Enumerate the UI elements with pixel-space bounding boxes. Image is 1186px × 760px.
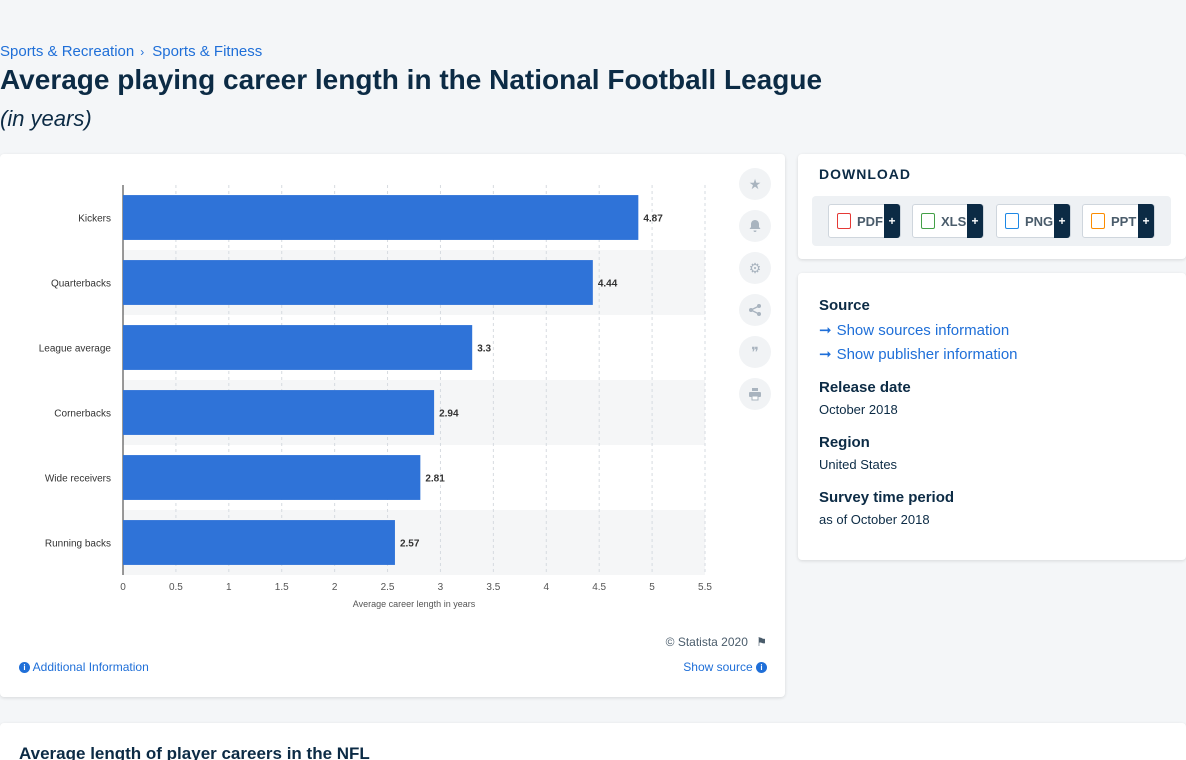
- data-label: 4.87: [643, 214, 663, 225]
- bar: [123, 325, 473, 370]
- data-label: 2.94: [439, 409, 459, 420]
- show-sources-link[interactable]: ➞ Show sources information: [819, 321, 1009, 339]
- category-label: Quarterbacks: [51, 279, 111, 290]
- plus-icon[interactable]: +: [1054, 204, 1070, 238]
- download-xls-button[interactable]: XLS +: [912, 204, 984, 238]
- category-label: League average: [39, 344, 112, 355]
- print-icon[interactable]: [739, 378, 771, 410]
- show-sources-label: Show sources information: [836, 322, 1010, 339]
- x-tick-label: 2: [332, 582, 338, 593]
- plus-icon[interactable]: +: [1138, 204, 1154, 238]
- breadcrumb-sports-recreation[interactable]: Sports & Recreation: [0, 43, 135, 60]
- bar-chart: Kickers 4.87 Quarterbacks 4.44 League averag…: [39, 185, 712, 609]
- survey-period-value: as of October 2018: [819, 512, 930, 527]
- bar: [123, 455, 421, 500]
- arrow-right-icon: ➞: [819, 346, 832, 363]
- chart-card: Kickers 4.87 Quarterbacks 4.44 League averag…: [0, 154, 785, 697]
- additional-information-link[interactable]: i Additional Information: [19, 660, 149, 674]
- release-date-heading: Release date: [819, 379, 911, 396]
- survey-period-heading: Survey time period: [819, 489, 955, 506]
- x-tick-label: 4.5: [592, 582, 606, 593]
- bell-icon[interactable]: [739, 210, 771, 242]
- download-pdf-label: PDF: [857, 213, 883, 229]
- download-pdf-button[interactable]: PDF +: [828, 204, 901, 238]
- page-subtitle: (in years): [0, 106, 92, 131]
- x-tick-label: 5: [649, 582, 655, 593]
- download-ppt-button[interactable]: PPT +: [1082, 204, 1155, 238]
- x-tick-label: 2.5: [381, 582, 395, 593]
- region-value: United States: [819, 457, 898, 472]
- arrow-right-icon: ➞: [819, 322, 832, 339]
- chart-toolbar: ★ ⚙ ❞: [739, 168, 771, 420]
- additional-information-label: Additional Information: [32, 660, 149, 674]
- pdf-file-icon: [837, 213, 851, 229]
- plus-icon[interactable]: +: [967, 204, 983, 238]
- chevron-right-icon: ›: [140, 44, 145, 59]
- bar: [123, 390, 435, 435]
- x-tick-label: 1: [226, 582, 232, 593]
- category-label: Kickers: [78, 214, 111, 225]
- share-icon[interactable]: [739, 294, 771, 326]
- data-label: 2.81: [425, 474, 445, 485]
- breadcrumb-sports-fitness[interactable]: Sports & Fitness: [152, 43, 263, 60]
- download-png-label: PNG: [1025, 213, 1054, 229]
- x-tick-label: 3.5: [486, 582, 500, 593]
- data-label: 3.3: [477, 344, 491, 355]
- description-card: Average length of player careers in the …: [0, 723, 1186, 760]
- release-date-value: October 2018: [819, 402, 898, 417]
- bar: [123, 260, 593, 305]
- info-icon: i: [19, 662, 30, 674]
- description-title: Average length of player careers in the …: [19, 744, 370, 760]
- flag-icon[interactable]: ⚑: [756, 635, 767, 649]
- category-label: Cornerbacks: [54, 409, 111, 420]
- png-file-icon: [1005, 213, 1019, 229]
- plus-icon[interactable]: +: [884, 204, 900, 238]
- category-label: Wide receivers: [45, 474, 111, 485]
- bar: [123, 520, 395, 565]
- region-heading: Region: [819, 434, 870, 451]
- x-tick-label: 3: [438, 582, 444, 593]
- show-publisher-link[interactable]: ➞ Show publisher information: [819, 345, 1018, 363]
- x-tick-label: 5.5: [698, 582, 712, 593]
- download-png-button[interactable]: PNG +: [996, 204, 1071, 238]
- bar: [123, 195, 639, 240]
- x-tick-label: 0: [120, 582, 126, 593]
- show-source-link[interactable]: Show source i: [683, 660, 767, 674]
- x-tick-label: 4: [543, 582, 549, 593]
- show-publisher-label: Show publisher information: [836, 346, 1018, 363]
- page-title: Average playing career length in the Nat…: [0, 64, 823, 95]
- download-xls-label: XLS: [941, 213, 967, 229]
- x-axis-label: Average career length in years: [353, 599, 476, 609]
- statistic-details-card: Source ➞ Show sources information ➞ Show p…: [798, 273, 1186, 560]
- breadcrumb: Sports & Recreation › Sports & Fitness: [0, 43, 262, 60]
- quote-icon[interactable]: ❞: [739, 336, 771, 368]
- x-tick-label: 0.5: [169, 582, 183, 593]
- download-title: DOWNLOAD: [819, 166, 911, 182]
- download-ppt-label: PPT: [1111, 213, 1137, 229]
- xls-file-icon: [921, 213, 935, 229]
- download-card: DOWNLOAD PDF + XLS + PNG + PPT +: [798, 154, 1186, 259]
- info-icon: i: [756, 662, 767, 674]
- show-source-label: Show source: [683, 660, 753, 674]
- ppt-file-icon: [1091, 213, 1105, 229]
- data-label: 4.44: [598, 279, 618, 290]
- x-tick-label: 1.5: [275, 582, 289, 593]
- star-icon[interactable]: ★: [739, 168, 771, 200]
- statista-credit: © Statista 2020 ⚑: [666, 635, 767, 649]
- data-label: 2.57: [400, 539, 420, 550]
- statista-credit-text: © Statista 2020: [665, 635, 748, 649]
- download-options: PDF + XLS + PNG + PPT +: [812, 196, 1171, 246]
- gear-icon[interactable]: ⚙: [739, 252, 771, 284]
- category-label: Running backs: [45, 539, 111, 550]
- source-heading: Source: [819, 297, 870, 314]
